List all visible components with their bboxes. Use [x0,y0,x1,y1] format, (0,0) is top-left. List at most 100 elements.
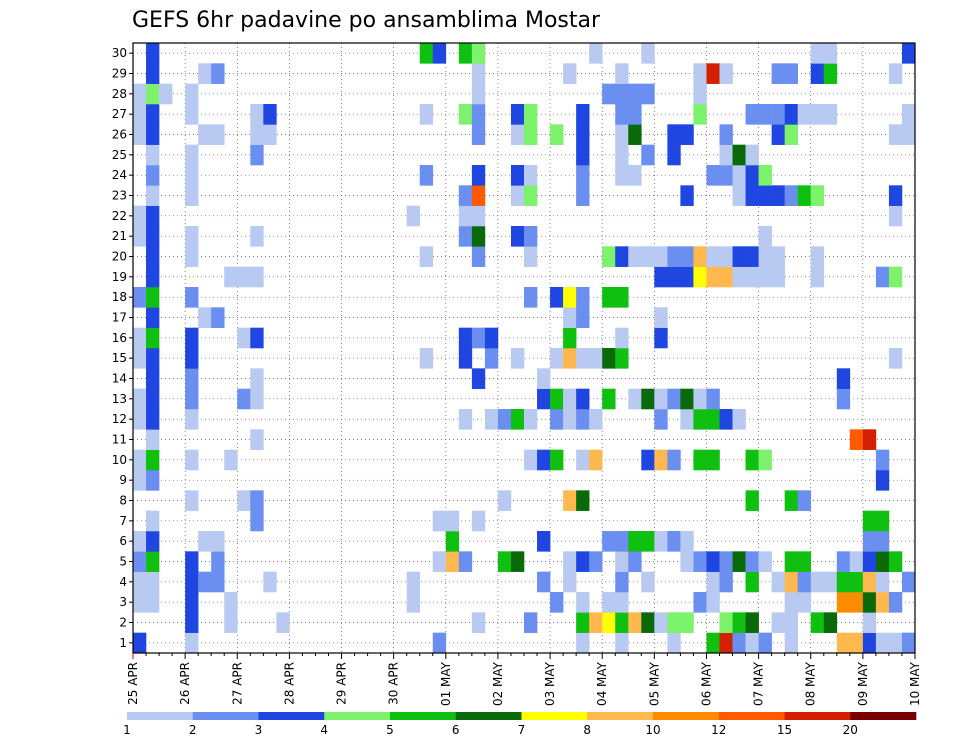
cell-member-13-step-32 [537,388,551,410]
cell-member-23-step-5 [185,185,199,206]
cell-member-26-step-6 [198,124,212,145]
cell-member-19-step-48 [745,266,759,288]
cell-member-15-step-23 [419,348,434,369]
cell-member-4-step-56 [849,571,864,593]
cell-member-3-step-1 [133,592,147,613]
cell-member-9-step-58 [875,470,890,491]
cell-member-6-step-2 [146,531,160,552]
color-legend: 1 2 3 4 5 6 7 8 10 12 15 20 [123,712,917,737]
cell-member-18-step-5 [185,287,199,308]
cell-member-5-step-46 [719,551,733,572]
cell-member-17-step-2 [146,307,160,328]
cell-member-10-step-2 [146,449,160,471]
cell-member-24-step-27 [471,165,486,186]
cell-member-26-step-27 [471,124,486,145]
cell-member-6-step-6 [198,531,212,552]
cell-member-27-step-53 [810,104,825,125]
cell-member-29-step-59 [888,63,903,84]
cell-member-23-step-30 [510,185,525,206]
cell-member-5-step-48 [745,551,759,572]
cell-member-18-step-37 [602,287,616,308]
cell-member-20-step-40 [641,246,655,267]
cell-member-12-step-26 [458,409,473,430]
cell-member-30-step-24 [432,43,447,64]
cell-member-3-step-45 [706,592,720,613]
cell-member-2-step-53 [810,612,825,633]
cell-member-8-step-51 [784,490,798,511]
legend-label: 6 [452,723,460,737]
legend-swatch [521,712,588,720]
cell-member-19-step-9 [237,266,251,288]
cell-member-25-step-35 [576,144,590,166]
cell-member-1-step-1 [133,632,147,654]
cell-member-27-step-48 [745,104,759,125]
cell-member-3-step-52 [797,592,812,613]
cell-member-20-step-53 [810,246,825,267]
cell-member-10-step-8 [224,449,238,471]
y-tick-label: 10 [112,453,127,467]
cell-member-27-step-31 [524,104,538,125]
cell-member-20-step-41 [654,246,668,267]
cell-member-2-step-37 [602,612,616,633]
cell-member-15-step-59 [888,348,903,369]
cell-member-19-step-53 [810,266,825,288]
cell-member-4-step-53 [810,571,825,593]
cell-member-7-step-24 [432,510,447,532]
cell-member-2-step-38 [615,612,629,633]
cell-member-6-step-40 [641,531,655,552]
cell-member-23-step-51 [784,185,798,206]
cell-member-1-step-48 [745,632,759,654]
legend-label: 10 [645,723,660,737]
legend-swatch [324,712,391,720]
cell-member-13-step-1 [133,388,147,410]
legend-swatch [587,712,654,720]
cell-member-5-step-51 [784,551,798,572]
cell-member-2-step-48 [745,612,759,633]
y-tick-label: 17 [112,311,127,325]
y-tick-label: 19 [112,270,127,284]
cell-member-28-step-3 [159,83,173,105]
cell-member-5-step-59 [888,551,903,572]
cell-member-27-step-27 [471,104,486,125]
cell-member-26-step-2 [146,124,160,145]
cell-member-16-step-9 [237,327,251,349]
cell-member-10-step-42 [667,449,681,471]
cell-member-12-step-35 [576,409,590,430]
cell-member-2-step-40 [641,612,655,633]
legend-label: 4 [320,723,328,737]
cell-member-19-step-49 [758,266,772,288]
cell-member-13-step-34 [563,388,577,410]
cell-member-3-step-57 [862,592,877,613]
cell-member-8-step-52 [797,490,812,511]
cell-member-3-step-56 [849,592,864,613]
cell-member-24-step-30 [510,165,525,186]
cell-member-10-step-1 [133,449,147,471]
cell-member-12-step-1 [133,409,147,430]
legend-swatch [192,712,259,720]
legend-label: 15 [777,723,792,737]
cell-member-4-step-1 [133,571,147,593]
cell-member-27-step-10 [250,104,264,125]
cell-member-26-step-31 [524,124,538,145]
cell-member-20-step-44 [693,246,707,267]
cell-member-27-step-35 [576,104,590,125]
legend-label: 7 [518,723,526,737]
y-tick-label: 7 [119,514,127,528]
legend-swatch [784,712,851,720]
cell-member-16-step-5 [185,327,199,349]
cell-member-2-step-57 [862,612,877,633]
cell-member-8-step-10 [250,490,264,511]
cell-member-13-step-39 [628,388,642,410]
cell-member-10-step-35 [576,449,590,471]
legend-swatch [455,712,522,720]
cell-member-20-step-37 [602,246,616,267]
x-tick-label: 06 MAY [699,661,713,706]
cell-member-3-step-55 [836,592,851,613]
cell-member-2-step-51 [784,612,798,633]
cell-member-17-step-35 [576,307,590,328]
cell-member-18-step-1 [133,287,147,308]
y-tick-label: 4 [119,575,127,589]
cell-member-2-step-39 [628,612,642,633]
cell-member-12-step-45 [706,409,720,430]
cell-member-1-step-35 [576,632,590,654]
